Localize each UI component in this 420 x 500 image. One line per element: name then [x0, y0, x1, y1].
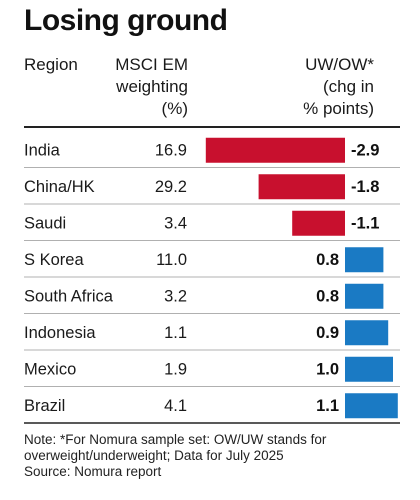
data-label: 0.8 — [316, 287, 339, 305]
region-label: South Africa — [24, 287, 114, 305]
header-msci-line-1: MSCI EM — [115, 55, 188, 74]
bar — [345, 356, 393, 382]
region-label: India — [24, 141, 61, 159]
weighting-value: 11.0 — [156, 251, 187, 269]
header-uw-ow: UW/OW* (chg in % points) — [250, 54, 374, 120]
bar — [345, 320, 389, 346]
weighting-value: 1.1 — [164, 324, 187, 342]
footnote: Note: *For Nomura sample set: OW/UW stan… — [24, 432, 404, 480]
bar — [205, 137, 345, 163]
header-region: Region — [24, 55, 78, 74]
region-label: Brazil — [24, 397, 65, 415]
footnote-line-1: Note: *For Nomura sample set: OW/UW stan… — [24, 432, 327, 447]
header-msci-line-3: (%) — [161, 99, 188, 118]
header-rule — [24, 126, 400, 128]
data-label: 0.9 — [316, 324, 339, 342]
bar — [292, 210, 345, 236]
bar — [258, 174, 345, 200]
data-label: 1.0 — [316, 360, 339, 378]
header-msci-weighting: MSCI EM weighting (%) — [100, 54, 188, 120]
header-uw-line-2: (chg in — [322, 77, 374, 96]
region-label: Saudi — [24, 214, 66, 232]
header-uw-line-3: % points) — [303, 99, 374, 118]
weighting-value: 1.9 — [164, 360, 187, 378]
region-label: S Korea — [24, 251, 84, 269]
data-label: 1.1 — [316, 397, 339, 415]
region-label: Mexico — [24, 360, 76, 378]
header-uw-line-1: UW/OW* — [305, 55, 374, 74]
weighting-value: 3.2 — [164, 287, 187, 305]
footnote-line-2: overweight/underweight; Data for July 20… — [24, 448, 284, 463]
data-label: -1.1 — [351, 214, 379, 232]
weighting-value: 16.9 — [155, 141, 187, 159]
weighting-value: 29.2 — [155, 178, 187, 196]
chart-title: Losing ground — [24, 4, 228, 37]
data-label: 0.8 — [316, 251, 339, 269]
footnote-source: Source: Nomura report — [24, 464, 162, 479]
bar — [345, 393, 398, 419]
data-label: -1.8 — [351, 178, 379, 196]
weighting-value: 3.4 — [164, 214, 187, 232]
header-msci-line-2: weighting — [116, 77, 188, 96]
bar — [345, 283, 384, 309]
region-label: Indonesia — [24, 324, 96, 342]
weighting-value: 4.1 — [164, 397, 187, 415]
data-label: -2.9 — [351, 141, 379, 159]
bar — [345, 247, 384, 273]
bar-chart: India 16.9 -2.9 China/HK 29.2 -1.8 Saudi 3.4 -1.… — [24, 137, 400, 424]
region-label: China/HK — [24, 178, 95, 196]
